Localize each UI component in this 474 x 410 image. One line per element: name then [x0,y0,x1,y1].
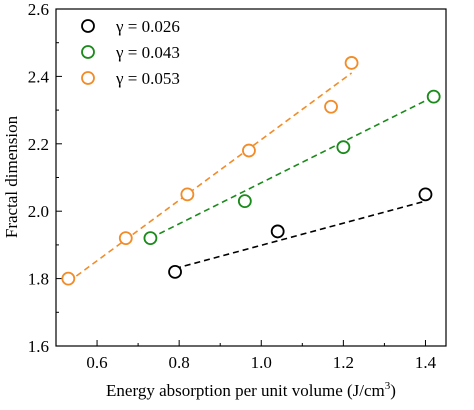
x-tick-label: 0.8 [169,353,190,372]
legend-marker-series-3 [81,71,95,85]
data-points [61,56,441,286]
x-axis-title: Energy absorption per unit volume (J/cm3… [106,380,396,400]
fit-line-series-2 [150,95,435,239]
legend-marker-series-1 [81,19,95,33]
y-tick-label: 2.2 [28,135,49,154]
tick-labels: 0.6 0.8 1.0 1.2 1.4 1.6 1.8 2.0 2.2 2.4 2.6 [28,0,437,372]
fit-line-series-3 [67,72,353,283]
data-point-series-2 [237,194,252,208]
x-tick-label: 1.2 [333,353,354,372]
data-point-series-1 [418,187,433,202]
data-point-series-3 [344,56,359,70]
legend: γ = 0.026 γ = 0.043 γ = 0.053 [81,17,180,88]
data-point-series-3 [118,231,133,246]
axis-ticks [56,8,426,347]
y-tick-label: 2.6 [28,0,49,19]
legend-marker-series-2 [81,45,95,59]
y-tick-label: 2.0 [28,202,49,221]
fit-line-series-1 [174,200,426,270]
y-axis-title: Fractal dimension [2,115,21,238]
data-point-series-2 [143,231,158,246]
fit-lines [67,72,435,283]
plot-frame [55,8,447,347]
x-tick-label: 1.4 [415,353,437,372]
data-point-series-2 [426,89,441,104]
x-tick-label: 0.6 [86,353,107,372]
y-tick-label: 1.8 [28,270,49,289]
legend-label-series-1: γ = 0.026 [115,17,180,36]
data-point-series-1 [270,224,285,239]
data-point-series-3 [242,143,256,158]
y-tick-label: 1.6 [28,337,49,356]
data-point-series-3 [61,271,76,286]
data-point-series-3 [180,187,195,202]
legend-label-series-2: γ = 0.043 [115,43,180,62]
data-point-series-1 [168,264,182,279]
data-point-series-3 [324,99,338,114]
data-point-series-2 [336,140,351,155]
legend-label-series-3: γ = 0.053 [115,69,180,88]
x-tick-label: 1.0 [251,353,272,372]
y-tick-label: 2.4 [28,67,50,86]
